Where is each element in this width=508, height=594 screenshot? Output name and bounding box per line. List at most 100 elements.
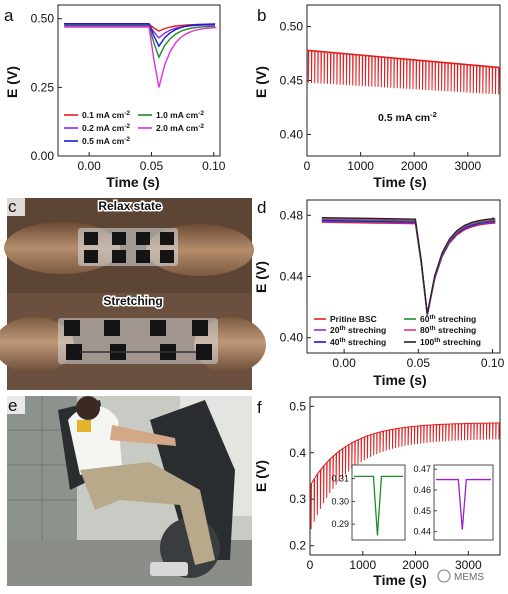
x-tick-label: 3000 (454, 159, 481, 173)
inset-y-tick-label: 0.47 (413, 464, 431, 474)
panel-d-xlabel: Time (s) (373, 372, 426, 388)
panel-b-label: b (257, 6, 266, 25)
panel-c-label: c (8, 197, 17, 216)
x-tick-label: 0 (307, 558, 314, 572)
panel-b-xlabel: Time (s) (373, 174, 426, 190)
x-tick-label: 1000 (349, 558, 376, 572)
series-line (64, 25, 216, 60)
x-tick-label: 0.05 (407, 356, 431, 370)
y-tick-label: 0.50 (280, 20, 304, 34)
svg-text:Stretching: Stretching (103, 294, 162, 308)
panel-d-label: d (257, 198, 266, 217)
x-tick-label: 0.00 (77, 159, 101, 173)
panel-f-ylabel: E (V) (253, 460, 269, 492)
panel-c-photo: Relax state Relax state Stretching Stret… (0, 196, 266, 390)
panel-e-photo: e (5, 394, 252, 586)
person-arm (110, 425, 176, 446)
series-line (321, 216, 496, 314)
device-relaxed (78, 228, 178, 266)
inset-y-tick-label: 0.30 (331, 496, 349, 506)
legend-entry: 20th streching (330, 325, 386, 335)
x-tick-label: 0.00 (332, 356, 356, 370)
panel-a-label: a (4, 6, 14, 25)
panel-a-ylabel: E (V) (4, 66, 20, 98)
panel-a: a 0.00 0.05 0.10 0.00 0.25 0.50 0.1 mA cm-2 0.… (4, 4, 226, 190)
panel-a-xlabel: Time (s) (106, 174, 159, 190)
person-shoe (150, 562, 188, 576)
y-tick-label: 0.4 (289, 446, 306, 460)
x-tick-label: 2000 (401, 159, 428, 173)
inset-y-tick-label: 0.46 (413, 485, 431, 495)
legend-entry: 60th streching (420, 314, 476, 324)
panel-f-label: f (257, 398, 262, 417)
series-line (321, 221, 496, 317)
series-line (64, 23, 216, 48)
legend-entry: 0.1 mA cm-2 (82, 110, 130, 120)
x-tick-label: 0.10 (481, 356, 505, 370)
device-stretched-pads (64, 320, 212, 360)
y-tick-label: 0.50 (31, 12, 55, 26)
photo-c-bottom-caption: Stretching (103, 294, 162, 308)
x-tick-label: 0 (304, 159, 311, 173)
y-tick-label: 0.40 (280, 127, 304, 141)
person-trousers (80, 462, 215, 565)
left-fingers-bottom (0, 317, 74, 373)
series-line (321, 217, 496, 315)
series-line (310, 422, 500, 530)
panel-b-annotation: 0.5 mA cm-2 (378, 110, 437, 124)
legend-entry: 100th streching (420, 337, 481, 347)
y-tick-label: 0.00 (31, 149, 55, 163)
inset-y-tick-label: 0.29 (331, 519, 349, 529)
wechat-icon (437, 569, 451, 583)
device-relaxed-pads (84, 232, 174, 263)
x-tick-label: 0.10 (202, 159, 226, 173)
watermark-text: MEMS (454, 572, 484, 583)
legend-entry: 40th streching (330, 337, 386, 347)
y-tick-label: 0.3 (289, 492, 306, 506)
legend-entry: 80th streching (420, 325, 476, 335)
y-tick-label: 0.2 (289, 539, 306, 553)
series-line (321, 218, 496, 315)
svg-text:Relax state: Relax state (98, 199, 162, 213)
panel-f: f 0 1000 2000 3000 0.2 0.3 0.4 0.5 0.29 0.30 0.31… (253, 396, 501, 588)
inset-frame (433, 464, 494, 541)
legend-entry: 1.0 mA cm-2 (156, 110, 204, 120)
x-tick-label: 2000 (402, 558, 429, 572)
legend-entry: 2.0 mA cm-2 (156, 123, 204, 133)
inset-series-line (354, 475, 403, 536)
panel-e-label: e (8, 396, 17, 415)
watermark: MEMS (437, 569, 484, 583)
y-tick-label: 0.25 (31, 80, 55, 94)
series-envelope-top (306, 49, 501, 69)
series-line (321, 220, 496, 316)
x-tick-label: 1000 (347, 159, 374, 173)
panel-d-ylabel: E (V) (253, 261, 269, 293)
inset-y-tick-label: 0.44 (413, 527, 431, 537)
legend-entry: Pritine BSC (330, 314, 377, 324)
panel-d: d 0.00 0.05 0.10 0.40 0.44 0.48 Pritine BSC20… (253, 198, 505, 388)
person-head (76, 396, 100, 420)
series-line (307, 49, 500, 95)
inset-series-line (436, 478, 491, 530)
arm-sensor (77, 420, 91, 432)
series-line (321, 219, 496, 316)
x-tick-label: 0.05 (140, 159, 164, 173)
y-tick-label: 0.40 (280, 331, 304, 345)
legend-entry: 0.5 mA cm-2 (82, 136, 130, 146)
photo-c-top-caption: Relax state (98, 199, 162, 213)
panel-a-frame (57, 4, 221, 157)
inset-y-tick-label: 0.45 (413, 506, 431, 516)
x-tick-label: 3000 (455, 558, 482, 572)
panel-f-frame (309, 396, 501, 556)
panel-f-xlabel: Time (s) (373, 572, 426, 588)
y-tick-label: 0.48 (280, 208, 304, 222)
y-tick-label: 0.44 (280, 270, 304, 284)
y-tick-label: 0.5 (289, 399, 306, 413)
series-line (64, 26, 218, 88)
y-tick-label: 0.45 (280, 74, 304, 88)
panel-b-ylabel: E (V) (253, 66, 269, 98)
inset-y-tick-label: 0.31 (331, 474, 349, 484)
legend-entry: 0.2 mA cm-2 (82, 123, 130, 133)
